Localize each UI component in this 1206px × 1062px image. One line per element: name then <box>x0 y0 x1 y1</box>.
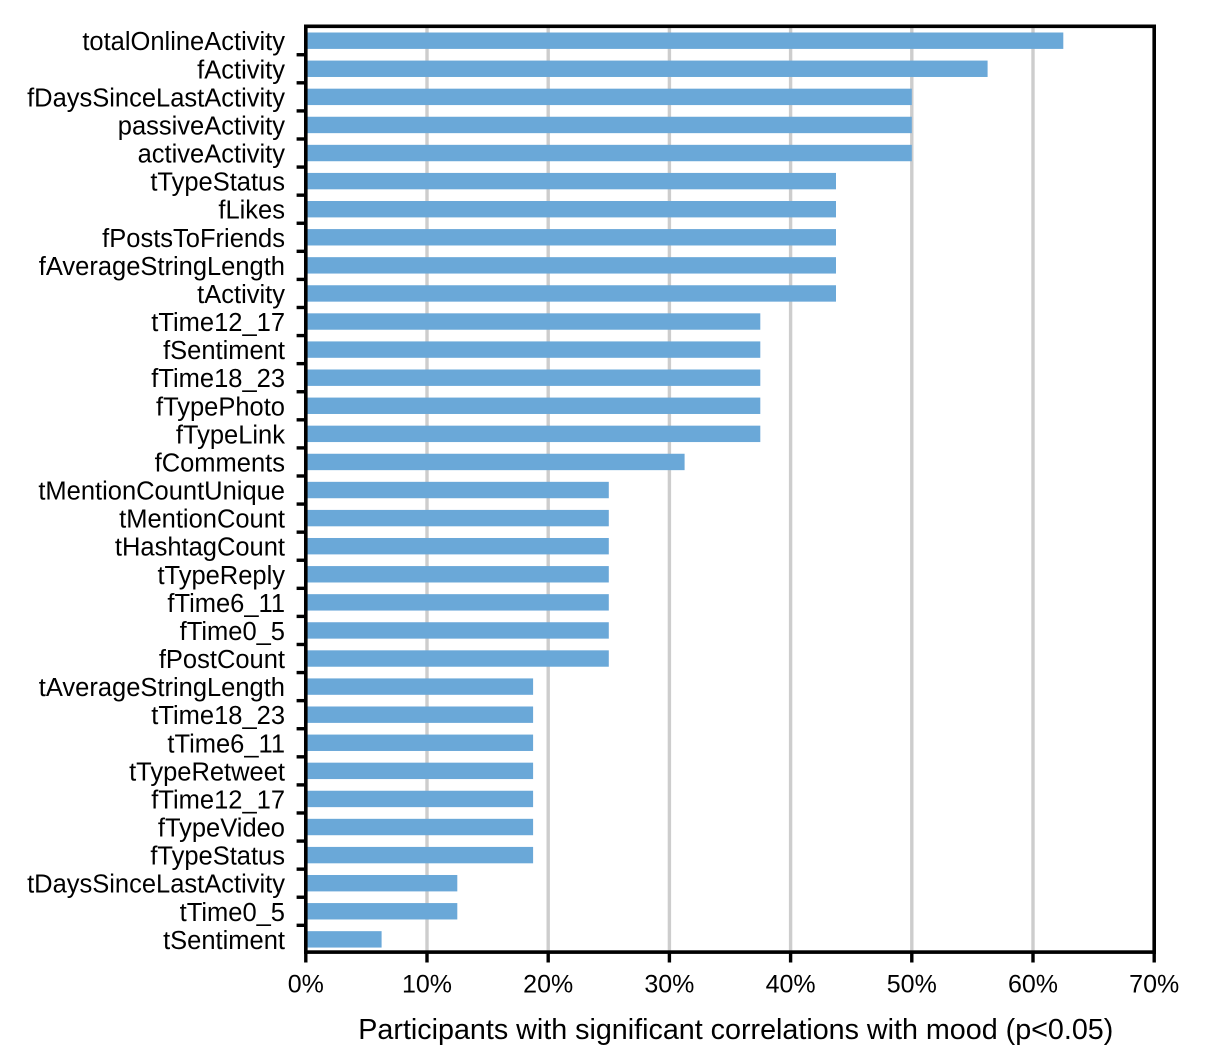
svg-text:60%: 60% <box>1008 970 1058 998</box>
svg-text:Participants with significant: Participants with significant correlatio… <box>358 1014 1113 1046</box>
svg-text:fTime12_17: fTime12_17 <box>151 786 285 814</box>
svg-text:tDaysSinceLastActivity: tDaysSinceLastActivity <box>27 871 285 899</box>
svg-text:tTypeReply: tTypeReply <box>157 562 285 590</box>
svg-text:0%: 0% <box>288 970 324 998</box>
svg-text:fSentiment: fSentiment <box>163 337 285 365</box>
svg-text:fTypeVideo: fTypeVideo <box>158 815 285 843</box>
svg-text:tAverageStringLength: tAverageStringLength <box>39 674 285 702</box>
svg-text:fLikes: fLikes <box>218 197 285 225</box>
svg-text:tMentionCount: tMentionCount <box>119 506 285 534</box>
svg-text:tActivity: tActivity <box>197 281 285 309</box>
svg-text:tSentiment: tSentiment <box>163 927 285 955</box>
svg-text:fTypeStatus: fTypeStatus <box>150 843 285 871</box>
svg-text:fTypeLink: fTypeLink <box>176 421 285 449</box>
svg-text:fTime6_11: fTime6_11 <box>167 590 285 618</box>
svg-text:40%: 40% <box>766 970 816 998</box>
svg-text:activeActivity: activeActivity <box>138 141 286 169</box>
svg-text:fComments: fComments <box>155 449 285 477</box>
svg-text:fTime18_23: fTime18_23 <box>151 365 285 393</box>
svg-text:tTime0_5: tTime0_5 <box>180 899 285 927</box>
svg-text:tTypeRetweet: tTypeRetweet <box>129 758 285 786</box>
svg-text:30%: 30% <box>644 970 694 998</box>
svg-text:tTime6_11: tTime6_11 <box>167 730 285 758</box>
svg-text:10%: 10% <box>402 970 452 998</box>
svg-text:50%: 50% <box>887 970 937 998</box>
svg-text:tTime18_23: tTime18_23 <box>151 702 285 730</box>
svg-text:fAverageStringLength: fAverageStringLength <box>39 253 285 281</box>
svg-text:fTypePhoto: fTypePhoto <box>156 393 285 421</box>
svg-text:fPostCount: fPostCount <box>159 646 285 674</box>
svg-text:tHashtagCount: tHashtagCount <box>115 534 285 562</box>
svg-text:20%: 20% <box>523 970 573 998</box>
svg-text:fActivity: fActivity <box>197 56 285 84</box>
svg-text:fPostsToFriends: fPostsToFriends <box>102 225 285 253</box>
svg-text:70%: 70% <box>1129 970 1179 998</box>
svg-text:totalOnlineActivity: totalOnlineActivity <box>82 28 285 56</box>
svg-text:tTime12_17: tTime12_17 <box>151 309 285 337</box>
svg-text:tTypeStatus: tTypeStatus <box>150 169 285 197</box>
svg-text:tMentionCountUnique: tMentionCountUnique <box>38 478 285 506</box>
svg-text:fDaysSinceLastActivity: fDaysSinceLastActivity <box>27 84 285 112</box>
svg-text:passiveActivity: passiveActivity <box>118 112 285 140</box>
svg-text:fTime0_5: fTime0_5 <box>180 618 285 646</box>
